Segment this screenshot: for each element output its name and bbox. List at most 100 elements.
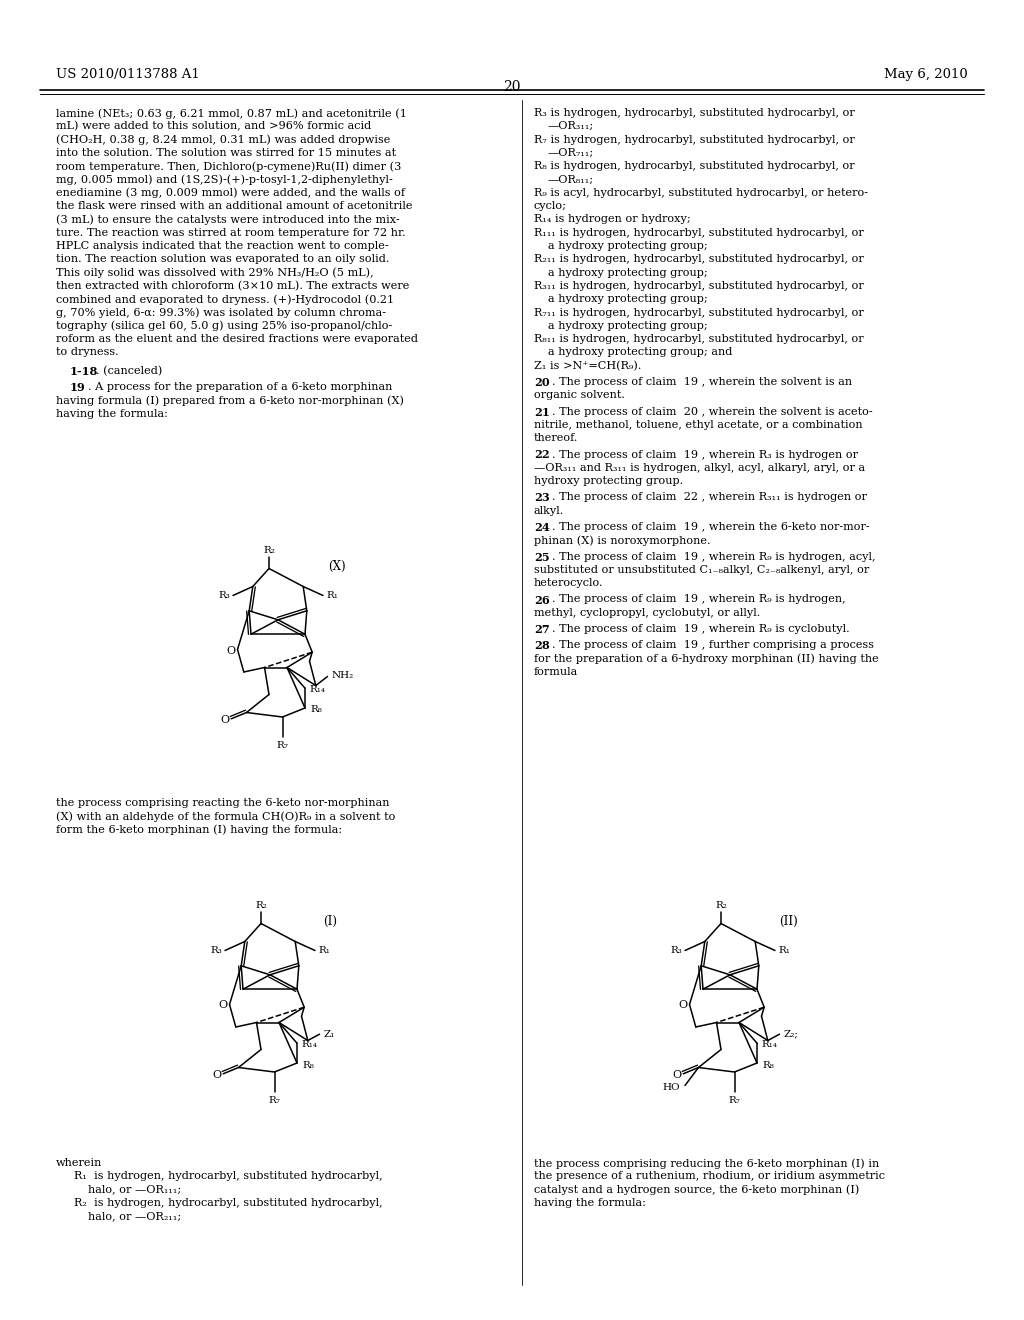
Text: mL) were added to this solution, and >96% formic acid: mL) were added to this solution, and >96… — [56, 121, 372, 132]
Text: R₂: R₂ — [715, 900, 727, 909]
Text: tography (silica gel 60, 5.0 g) using 25% iso-propanol/chlo-: tography (silica gel 60, 5.0 g) using 25… — [56, 321, 392, 331]
Text: 24: 24 — [534, 521, 550, 533]
Text: (II): (II) — [778, 915, 798, 928]
Text: R₃: R₃ — [671, 946, 682, 954]
Text: 22: 22 — [534, 450, 550, 461]
Text: . The process of claim  19 , wherein the solvent is an: . The process of claim 19 , wherein the … — [552, 378, 852, 387]
Text: R₇ is hydrogen, hydrocarbyl, substituted hydrocarbyl, or: R₇ is hydrogen, hydrocarbyl, substituted… — [534, 135, 855, 145]
Text: R₁₁₁ is hydrogen, hydrocarbyl, substituted hydrocarbyl, or: R₁₁₁ is hydrogen, hydrocarbyl, substitut… — [534, 227, 864, 238]
Text: for the preparation of a 6-hydroxy morphinan (II) having the: for the preparation of a 6-hydroxy morph… — [534, 653, 879, 664]
Text: R₁₄ is hydrogen or hydroxy;: R₁₄ is hydrogen or hydroxy; — [534, 214, 691, 224]
Text: . The process of claim  22 , wherein R₃₁₁ is hydrogen or: . The process of claim 22 , wherein R₃₁₁… — [552, 492, 867, 503]
Text: —OR₈₁₁;: —OR₈₁₁; — [548, 174, 594, 185]
Text: O: O — [673, 1069, 682, 1080]
Text: . The process of claim  19 , wherein R₉ is hydrogen,: . The process of claim 19 , wherein R₉ i… — [552, 594, 846, 605]
Text: . (canceled): . (canceled) — [96, 366, 163, 376]
Text: R₁₄: R₁₄ — [761, 1040, 777, 1048]
Text: 19: 19 — [70, 381, 86, 393]
Text: This oily solid was dissolved with 29% NH₃/H₂O (5 mL),: This oily solid was dissolved with 29% N… — [56, 268, 374, 279]
Text: 25: 25 — [534, 552, 550, 562]
Text: nitrile, methanol, toluene, ethyl acetate, or a combination: nitrile, methanol, toluene, ethyl acetat… — [534, 420, 862, 430]
Text: —OR₇₁₁;: —OR₇₁₁; — [548, 148, 594, 158]
Text: . The process of claim  19 , wherein R₉ is cyclobutyl.: . The process of claim 19 , wherein R₉ i… — [552, 624, 850, 634]
Text: R₇: R₇ — [268, 1096, 281, 1105]
Text: (X): (X) — [328, 560, 345, 573]
Text: R₈₁₁ is hydrogen, hydrocarbyl, substituted hydrocarbyl, or: R₈₁₁ is hydrogen, hydrocarbyl, substitut… — [534, 334, 863, 345]
Text: enediamine (3 mg, 0.009 mmol) were added, and the walls of: enediamine (3 mg, 0.009 mmol) were added… — [56, 187, 406, 198]
Text: the process comprising reacting the 6-keto nor-morphinan: the process comprising reacting the 6-ke… — [56, 799, 389, 808]
Text: 23: 23 — [534, 492, 550, 503]
Text: form the 6-keto morphinan (I) having the formula:: form the 6-keto morphinan (I) having the… — [56, 825, 342, 836]
Text: having formula (I) prepared from a 6-keto nor-morphinan (X): having formula (I) prepared from a 6-ket… — [56, 395, 404, 405]
Text: heterocyclo.: heterocyclo. — [534, 578, 603, 589]
Text: . The process of claim  19 , wherein R₉ is hydrogen, acyl,: . The process of claim 19 , wherein R₉ i… — [552, 552, 876, 561]
Text: having the formula:: having the formula: — [56, 409, 168, 418]
Text: lamine (NEt₃; 0.63 g, 6.21 mmol, 0.87 mL) and acetonitrile (1: lamine (NEt₃; 0.63 g, 6.21 mmol, 0.87 mL… — [56, 108, 407, 119]
Text: US 2010/0113788 A1: US 2010/0113788 A1 — [56, 69, 200, 81]
Text: Z₁ is >N⁺=CH(R₉).: Z₁ is >N⁺=CH(R₉). — [534, 360, 641, 371]
Text: —OR₃₁₁;: —OR₃₁₁; — [548, 121, 594, 131]
Text: the process comprising reducing the 6-keto morphinan (I) in: the process comprising reducing the 6-ke… — [534, 1158, 880, 1168]
Text: R₁: R₁ — [318, 946, 330, 954]
Text: ture. The reaction was stirred at room temperature for 72 hr.: ture. The reaction was stirred at room t… — [56, 227, 406, 238]
Text: R₉ is acyl, hydrocarbyl, substituted hydrocarbyl, or hetero-: R₉ is acyl, hydrocarbyl, substituted hyd… — [534, 187, 868, 198]
Text: methyl, cyclopropyl, cyclobutyl, or allyl.: methyl, cyclopropyl, cyclobutyl, or ally… — [534, 607, 760, 618]
Text: a hydroxy protecting group;: a hydroxy protecting group; — [548, 321, 708, 331]
Text: (3 mL) to ensure the catalysts were introduced into the mix-: (3 mL) to ensure the catalysts were intr… — [56, 214, 399, 224]
Text: to dryness.: to dryness. — [56, 347, 119, 358]
Text: R₈: R₈ — [762, 1060, 774, 1069]
Text: cyclo;: cyclo; — [534, 201, 567, 211]
Text: catalyst and a hydrogen source, the 6-keto morphinan (I): catalyst and a hydrogen source, the 6-ke… — [534, 1184, 859, 1195]
Text: 20: 20 — [503, 81, 521, 94]
Text: Z₂;: Z₂; — [783, 1030, 799, 1039]
Text: O: O — [226, 645, 236, 656]
Text: R₃₁₁ is hydrogen, hydrocarbyl, substituted hydrocarbyl, or: R₃₁₁ is hydrogen, hydrocarbyl, substitut… — [534, 281, 864, 290]
Text: NH₂: NH₂ — [332, 671, 353, 680]
Text: a hydroxy protecting group; and: a hydroxy protecting group; and — [548, 347, 732, 358]
Text: a hydroxy protecting group;: a hydroxy protecting group; — [548, 294, 708, 304]
Text: a hydroxy protecting group;: a hydroxy protecting group; — [548, 242, 708, 251]
Text: into the solution. The solution was stirred for 15 minutes at: into the solution. The solution was stir… — [56, 148, 396, 158]
Text: 20: 20 — [534, 378, 550, 388]
Text: O: O — [213, 1069, 222, 1080]
Text: g, 70% yield, 6-α: 99.3%) was isolated by column chroma-: g, 70% yield, 6-α: 99.3%) was isolated b… — [56, 308, 386, 318]
Text: roform as the eluent and the desired fractions were evaporated: roform as the eluent and the desired fra… — [56, 334, 418, 345]
Text: R₃: R₃ — [218, 591, 230, 601]
Text: alkyl.: alkyl. — [534, 506, 564, 516]
Text: R₃: R₃ — [210, 946, 222, 954]
Text: R₇: R₇ — [276, 741, 289, 750]
Text: 28: 28 — [534, 640, 550, 651]
Text: O: O — [218, 1001, 227, 1011]
Text: Z₁: Z₁ — [324, 1030, 335, 1039]
Text: thereof.: thereof. — [534, 433, 579, 444]
Text: R₂  is hydrogen, hydrocarbyl, substituted hydrocarbyl,: R₂ is hydrogen, hydrocarbyl, substituted… — [74, 1199, 383, 1208]
Text: organic solvent.: organic solvent. — [534, 391, 625, 400]
Text: R₁: R₁ — [778, 946, 790, 954]
Text: substituted or unsubstituted C₁₋₈alkyl, C₂₋₈alkenyl, aryl, or: substituted or unsubstituted C₁₋₈alkyl, … — [534, 565, 869, 576]
Text: R₁: R₁ — [326, 591, 338, 601]
Text: . The process of claim  20 , wherein the solvent is aceto-: . The process of claim 20 , wherein the … — [552, 407, 872, 417]
Text: R₁₄: R₁₄ — [301, 1040, 317, 1048]
Text: 26: 26 — [534, 594, 550, 606]
Text: then extracted with chloroform (3×10 mL). The extracts were: then extracted with chloroform (3×10 mL)… — [56, 281, 410, 292]
Text: the presence of a ruthenium, rhodium, or iridium asymmetric: the presence of a ruthenium, rhodium, or… — [534, 1171, 885, 1181]
Text: tion. The reaction solution was evaporated to an oily solid.: tion. The reaction solution was evaporat… — [56, 255, 389, 264]
Text: . The process of claim  19 , further comprising a process: . The process of claim 19 , further comp… — [552, 640, 874, 651]
Text: combined and evaporated to dryness. (+)-Hydrocodol (0.21: combined and evaporated to dryness. (+)-… — [56, 294, 394, 305]
Text: 1-18: 1-18 — [70, 366, 98, 376]
Text: the flask were rinsed with an additional amount of acetonitrile: the flask were rinsed with an additional… — [56, 201, 413, 211]
Text: 21: 21 — [534, 407, 550, 417]
Text: R₂: R₂ — [255, 900, 267, 909]
Text: R₃ is hydrogen, hydrocarbyl, substituted hydrocarbyl, or: R₃ is hydrogen, hydrocarbyl, substituted… — [534, 108, 855, 117]
Text: hydroxy protecting group.: hydroxy protecting group. — [534, 477, 683, 486]
Text: R₁  is hydrogen, hydrocarbyl, substituted hydrocarbyl,: R₁ is hydrogen, hydrocarbyl, substituted… — [74, 1171, 383, 1181]
Text: May 6, 2010: May 6, 2010 — [885, 69, 968, 81]
Text: 27: 27 — [534, 624, 550, 635]
Text: R₇₁₁ is hydrogen, hydrocarbyl, substituted hydrocarbyl, or: R₇₁₁ is hydrogen, hydrocarbyl, substitut… — [534, 308, 864, 318]
Text: HO: HO — [663, 1082, 680, 1092]
Text: R₂₁₁ is hydrogen, hydrocarbyl, substituted hydrocarbyl, or: R₂₁₁ is hydrogen, hydrocarbyl, substitut… — [534, 255, 864, 264]
Text: room temperature. Then, Dichloro(p-cymene)Ru(II) dimer (3: room temperature. Then, Dichloro(p-cymen… — [56, 161, 401, 172]
Text: halo, or —OR₁₁₁;: halo, or —OR₁₁₁; — [88, 1184, 181, 1195]
Text: R₂: R₂ — [263, 545, 274, 554]
Text: . The process of claim  19 , wherein R₃ is hydrogen or: . The process of claim 19 , wherein R₃ i… — [552, 450, 858, 459]
